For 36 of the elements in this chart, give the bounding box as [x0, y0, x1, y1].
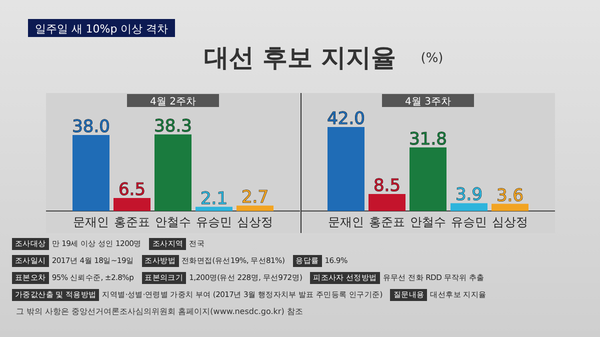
bar	[114, 198, 150, 211]
bar	[492, 204, 528, 211]
bar	[410, 147, 446, 211]
x-tick-label: 유승민	[451, 215, 487, 229]
x-tick-label: 홍준표	[369, 215, 405, 229]
data-label: 3.6	[496, 186, 524, 206]
x-tick-label: 홍준표	[114, 215, 150, 229]
bar	[450, 203, 488, 211]
chart-subtitle: 4월 3주차	[405, 96, 451, 108]
bar	[196, 206, 232, 211]
x-tick-label: 심상정	[237, 215, 273, 229]
data-label: 2.1	[200, 188, 228, 209]
data-label: 8.5	[373, 176, 401, 196]
bar	[72, 135, 110, 211]
x-tick-label: 유승민	[196, 215, 232, 229]
x-tick-label: 심상정	[492, 215, 528, 229]
bar	[328, 127, 364, 211]
data-label: 42.0	[327, 109, 365, 129]
x-tick-label: 문재인	[73, 215, 109, 229]
chart-title: 대선 후보 지지율	[204, 43, 396, 72]
data-label: 31.8	[409, 129, 447, 150]
bar	[154, 134, 192, 211]
data-label: 3.9	[455, 185, 483, 206]
data-label: 38.0	[72, 117, 110, 137]
y-axis-title: (%)	[420, 51, 444, 66]
text: 일주일 새 10%p 이상 격차	[34, 22, 168, 36]
x-tick-label: 안철수	[410, 215, 446, 229]
x-tick-label: 문재인	[328, 215, 364, 229]
data-label: 6.5	[118, 180, 146, 200]
data-label: 38.3	[154, 116, 192, 136]
data-label: 2.7	[241, 188, 269, 208]
chart-subtitle: 4월 2주차	[150, 96, 196, 108]
text: 그 밖의 사항은 중앙선거여론조사심의위원회 홈페이지(www.nesdc.go.kr) 참조	[16, 306, 303, 317]
x-tick-label: 안철수	[155, 215, 191, 229]
bar	[368, 194, 406, 211]
bar	[236, 206, 274, 211]
